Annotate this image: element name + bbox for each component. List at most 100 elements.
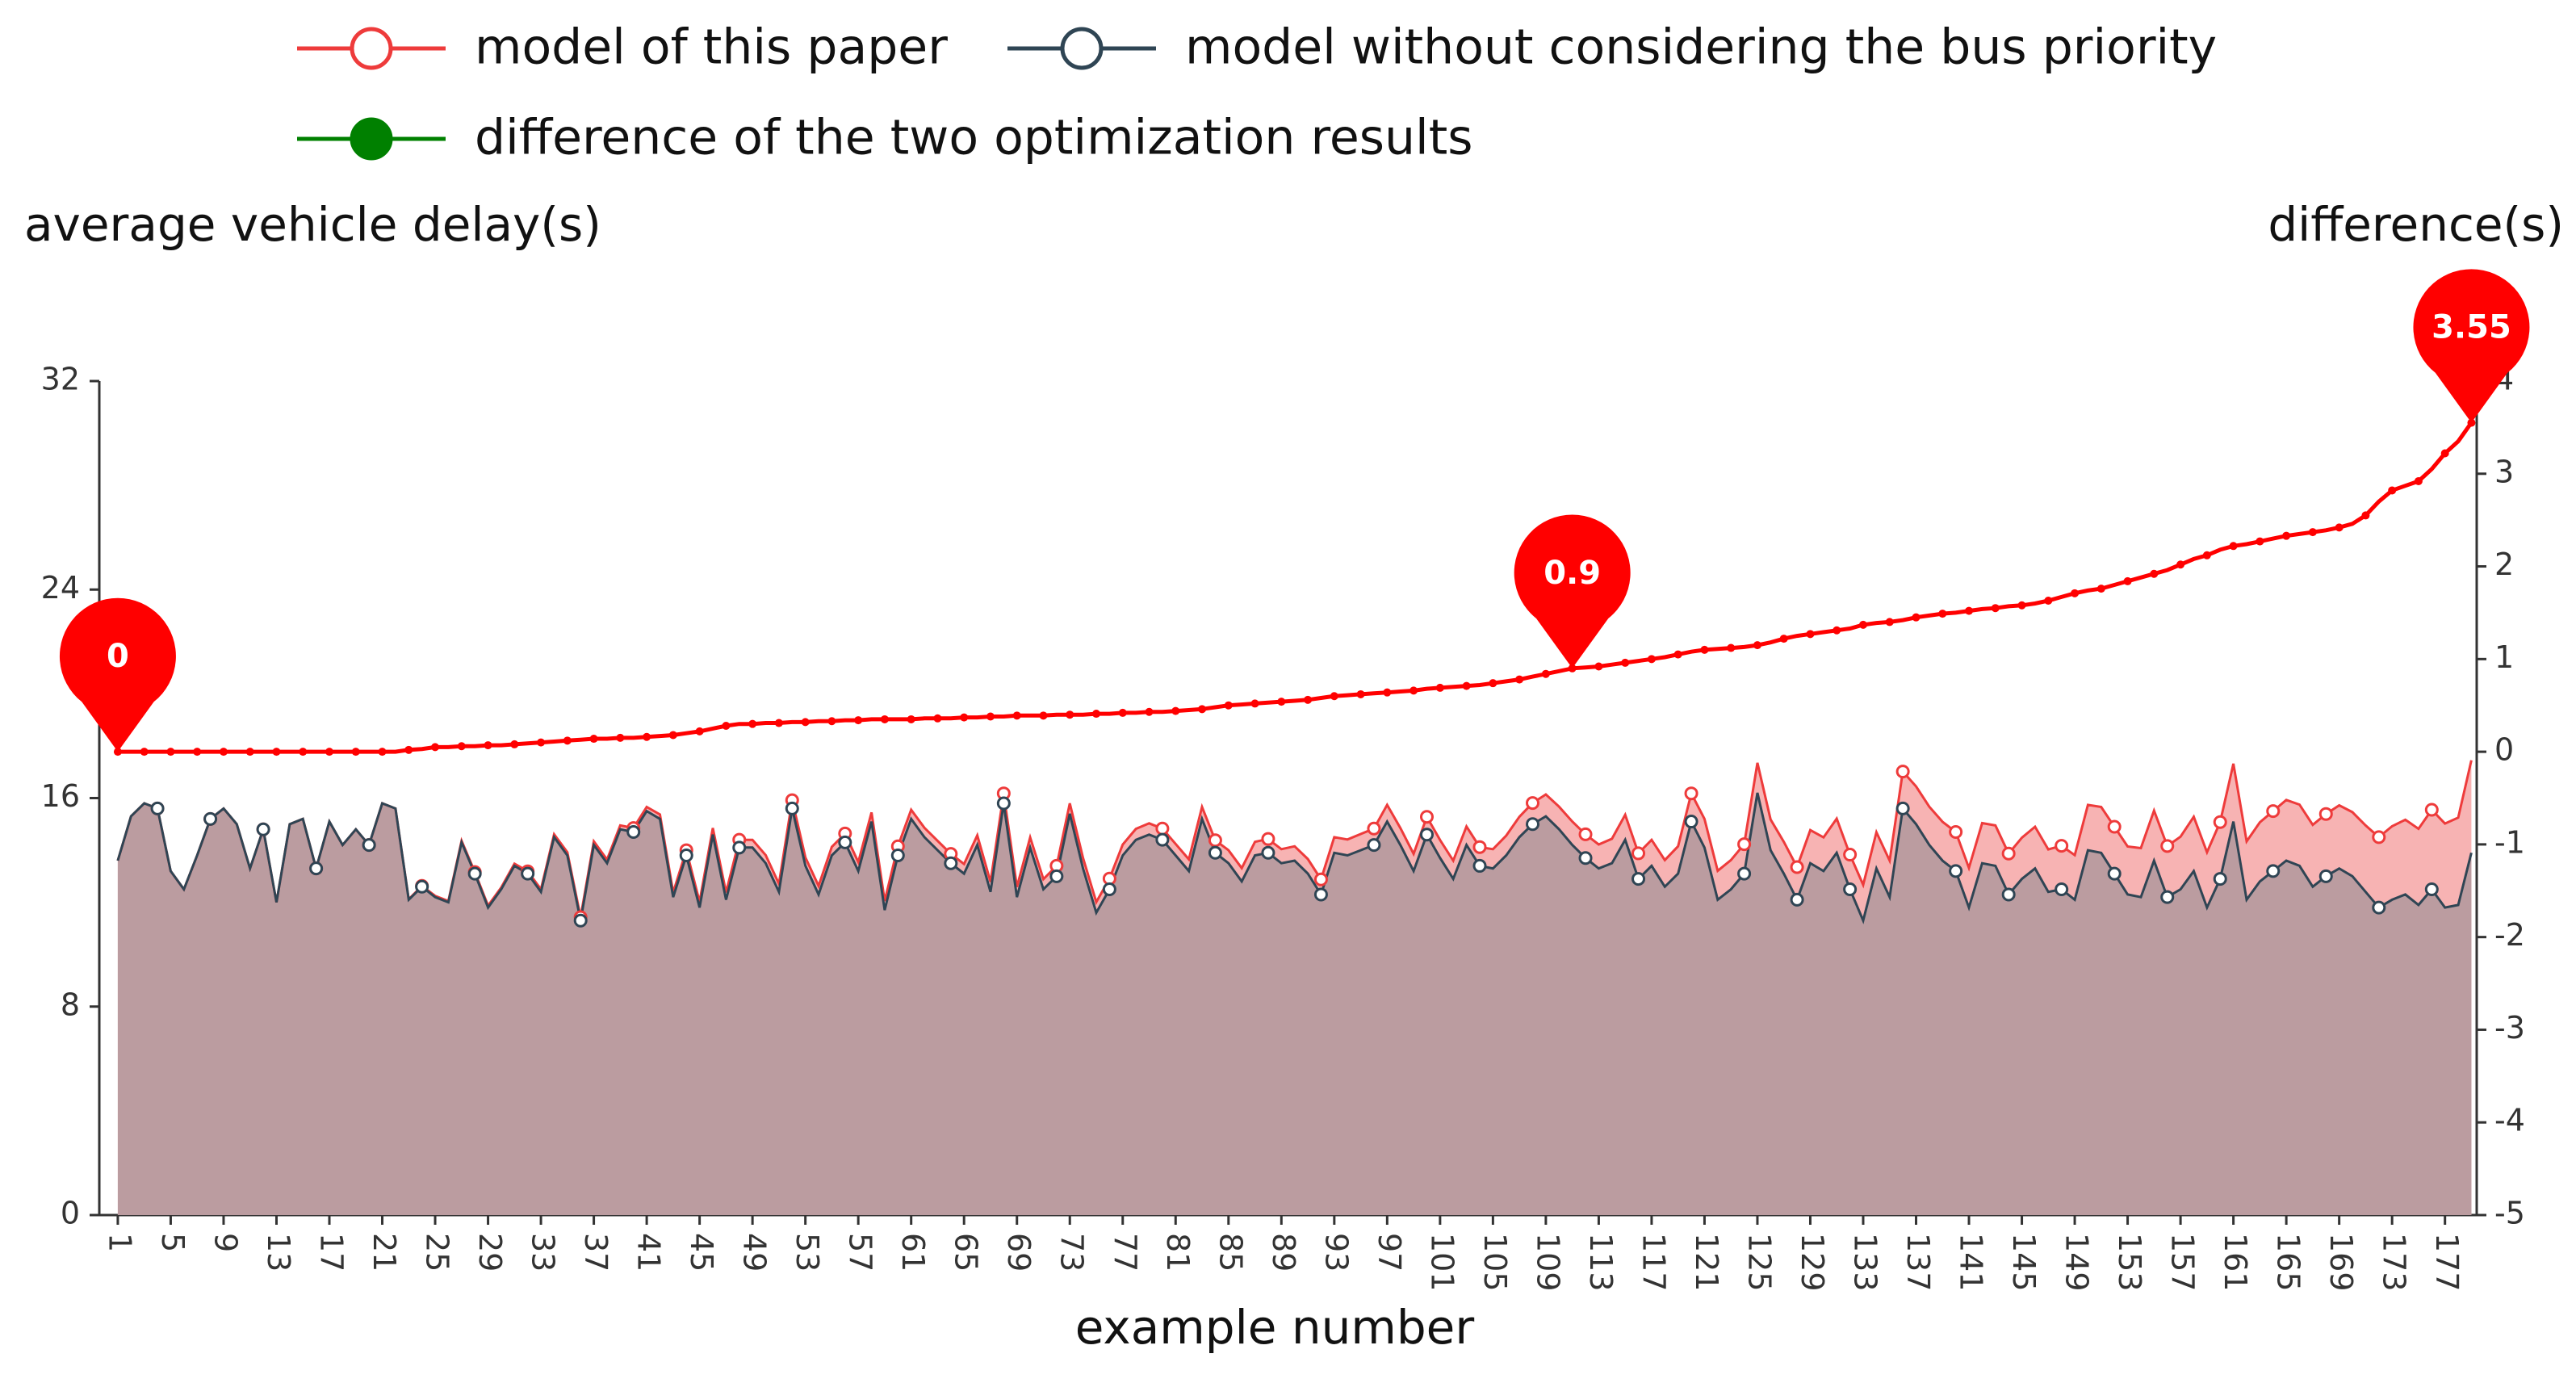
series-point [2001, 846, 2016, 861]
series-point [2213, 815, 2227, 829]
series-point [2107, 819, 2122, 834]
series-point [626, 824, 641, 839]
series-point [1843, 882, 1858, 896]
series-point [732, 840, 747, 855]
series-point [1419, 810, 1434, 824]
y2-tick-label: -1 [2494, 824, 2525, 860]
difference-point [2308, 528, 2317, 537]
difference-point [457, 742, 466, 751]
x-tick-label: 121 [1689, 1233, 1724, 1292]
series-point [1949, 864, 1963, 878]
series-point [467, 866, 482, 881]
difference-point [1700, 645, 1709, 654]
x-tick-label: 13 [261, 1233, 296, 1272]
x-tick-label: 1 [102, 1233, 137, 1252]
series-point [2055, 882, 2069, 896]
difference-point [748, 719, 757, 728]
series-point [2160, 839, 2175, 853]
difference-point [960, 713, 969, 722]
series-point [785, 801, 799, 815]
difference-point [1435, 683, 1444, 692]
y-tick-label: 0 [61, 1196, 80, 1231]
mark-pin-label: 3.55 [2431, 309, 2511, 346]
difference-point [166, 748, 175, 756]
series-point [1313, 872, 1328, 886]
difference-point [2071, 589, 2080, 597]
difference-point [140, 748, 149, 756]
series-point [2266, 864, 2281, 878]
x-tick-label: 77 [1107, 1233, 1142, 1272]
difference-point [1383, 688, 1392, 697]
difference-point [431, 743, 440, 752]
y-tick-label: 16 [41, 778, 80, 814]
mark-pin: 0 [59, 597, 176, 752]
difference-point [1779, 635, 1788, 643]
difference-point [1885, 618, 1894, 627]
legend-symbol [350, 27, 393, 70]
x-tick-label: 65 [949, 1233, 984, 1272]
series-point [1684, 786, 1698, 801]
series-point [1843, 848, 1858, 862]
y2-tick-label: 0 [2494, 732, 2514, 768]
x-tick-label: 57 [843, 1233, 878, 1272]
y-tick-label: 8 [61, 987, 80, 1022]
difference-point [1621, 658, 1630, 667]
series-point [1578, 851, 1593, 865]
series-point [944, 856, 958, 870]
difference-point [2017, 601, 2026, 610]
difference-point [2202, 551, 2211, 559]
series-point [2055, 839, 2069, 853]
x-tick-label: 129 [1795, 1233, 1830, 1292]
x-tick-label: 41 [631, 1233, 667, 1272]
series-point [362, 838, 376, 853]
legend-item: model of this paper [297, 19, 948, 76]
legend-symbol [1060, 27, 1104, 70]
difference-point [1092, 710, 1100, 719]
series-point [1419, 828, 1434, 842]
difference-point [2044, 597, 2053, 606]
series-point [1895, 765, 1910, 779]
difference-point [827, 717, 836, 726]
y2-tick-label: -3 [2494, 1010, 2525, 1046]
difference-point [616, 733, 625, 742]
x-tick-label: 21 [367, 1233, 402, 1272]
y2-tick-label: 2 [2494, 547, 2514, 582]
series-point [1155, 832, 1170, 847]
series-point [1737, 866, 1752, 881]
series-point [1684, 815, 1698, 829]
difference-point [668, 731, 677, 740]
difference-point [1304, 695, 1313, 704]
x-tick-label: 89 [1266, 1233, 1301, 1272]
series-point [1631, 846, 1646, 861]
x-tick-label: 45 [684, 1233, 719, 1272]
difference-point [325, 748, 333, 756]
series-point [890, 849, 905, 863]
difference-point [299, 748, 308, 756]
difference-point [1727, 643, 1736, 652]
series-point [2107, 866, 2122, 881]
series-point [203, 811, 218, 826]
difference-point [1647, 655, 1656, 664]
series-point [2424, 882, 2439, 896]
x-tick-label: 69 [1001, 1233, 1037, 1272]
difference-point [907, 715, 915, 723]
x-tick-label: 113 [1583, 1233, 1619, 1292]
series-point [573, 913, 588, 928]
difference-point [1330, 692, 1338, 701]
x-tick-label: 133 [1848, 1233, 1883, 1292]
difference-point [272, 748, 281, 756]
x-tick-label: 169 [2323, 1233, 2359, 1292]
x-tick-label: 173 [2377, 1233, 2412, 1292]
x-tick-label: 141 [1954, 1233, 1989, 1292]
difference-point [193, 748, 202, 756]
series-point [1102, 882, 1116, 896]
difference-point [2440, 449, 2449, 458]
series-point [1155, 821, 1170, 836]
difference-point [2335, 523, 2344, 532]
difference-point [378, 748, 387, 756]
difference-point [1594, 662, 1603, 671]
difference-point [589, 735, 598, 744]
difference-point [1965, 606, 1974, 615]
x-tick-label: 125 [1741, 1233, 1777, 1292]
